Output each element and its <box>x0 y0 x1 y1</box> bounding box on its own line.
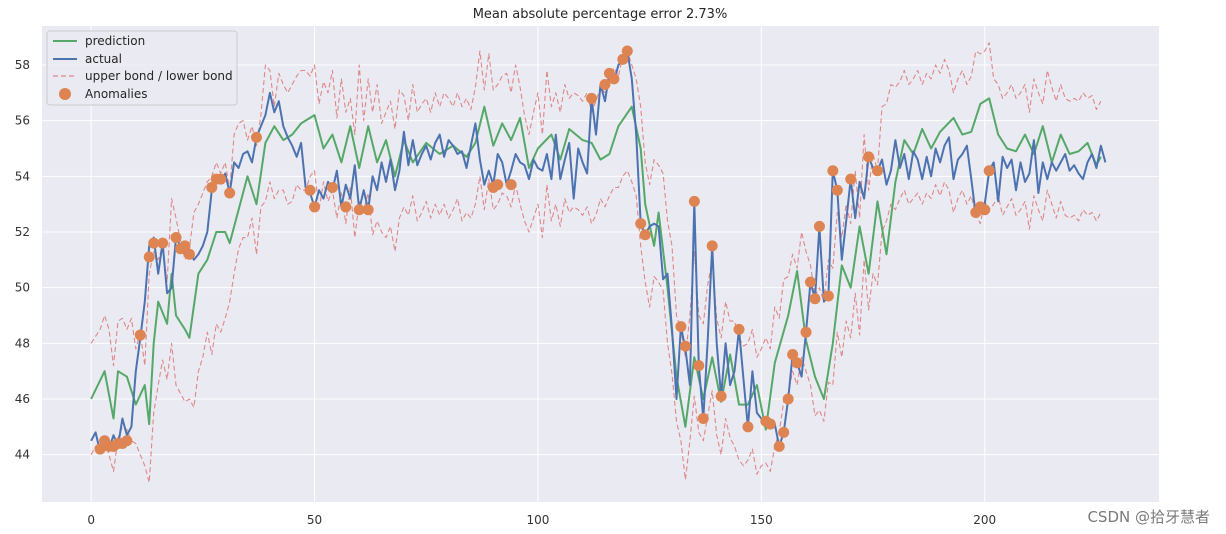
x-tick-label: 150 <box>750 513 773 527</box>
anomaly-point <box>304 184 316 196</box>
y-tick-label: 50 <box>15 281 30 295</box>
anomaly-point <box>764 418 776 430</box>
y-tick-label: 58 <box>15 58 30 72</box>
y-tick-label: 54 <box>15 169 30 183</box>
anomaly-point <box>134 329 146 341</box>
legend-label-anomalies: Anomalies <box>85 87 148 101</box>
anomaly-point <box>340 201 352 213</box>
anomaly-point <box>309 201 321 213</box>
anomaly-point <box>733 323 745 335</box>
anomaly-point <box>679 340 691 352</box>
anomaly-point <box>170 232 182 244</box>
x-tick-label: 0 <box>87 513 95 527</box>
legend-box <box>46 30 238 106</box>
anomaly-point <box>845 173 857 185</box>
anomaly-point <box>697 412 709 424</box>
prediction-line <box>90 97 1102 431</box>
anomaly-point <box>983 165 995 177</box>
legend-label-actual: actual <box>85 52 122 66</box>
grid <box>42 26 1159 502</box>
anomaly-point <box>586 92 598 104</box>
anomaly-point <box>688 195 700 207</box>
anomaly-points <box>94 45 995 455</box>
anomaly-point <box>179 240 191 252</box>
anomaly-point <box>715 390 727 402</box>
anomaly-point <box>827 165 839 177</box>
anomaly-point <box>804 276 816 288</box>
anomaly-point <box>143 251 155 263</box>
watermark: CSDN @拾牙慧者 <box>1087 508 1210 526</box>
anomaly-point <box>353 204 365 216</box>
anomaly-point <box>863 151 875 163</box>
anomaly-point <box>822 290 834 302</box>
anomaly-point <box>791 357 803 369</box>
anomaly-point <box>979 204 991 216</box>
anomaly-point <box>813 220 825 232</box>
anomaly-point <box>742 421 754 433</box>
anomaly-point <box>809 293 821 305</box>
anomaly-point <box>224 187 236 199</box>
anomaly-point <box>617 53 629 65</box>
anomaly-point <box>800 326 812 338</box>
x-tick-label: 100 <box>526 513 549 527</box>
anomaly-point <box>250 131 262 143</box>
anomaly-point <box>599 78 611 90</box>
legend: prediction actual upper bond / lower bon… <box>46 30 238 106</box>
legend-label-prediction: prediction <box>85 34 145 48</box>
anomaly-point <box>831 184 843 196</box>
anomaly-point <box>505 179 517 191</box>
upper-bond-line <box>90 42 1102 367</box>
anomaly-point <box>326 181 338 193</box>
anomaly-point <box>362 204 374 216</box>
anomaly-point <box>608 73 620 85</box>
anomaly-point <box>706 240 718 252</box>
anomaly-point <box>94 443 106 455</box>
anomaly-point <box>206 181 218 193</box>
legend-swatch-anomalies <box>59 88 71 100</box>
chart-title: Mean absolute percentage error 2.73% <box>473 7 728 22</box>
x-tick-label: 200 <box>973 513 996 527</box>
y-tick-label: 44 <box>15 448 30 462</box>
series-lines <box>90 42 1107 484</box>
anomaly-point <box>183 248 195 260</box>
y-tick-label: 48 <box>15 336 30 350</box>
y-tick-label: 56 <box>15 114 30 128</box>
axis-ticks: 0 50 100 150 200 44 46 48 50 52 54 56 58 <box>15 58 996 527</box>
x-tick-label: 50 <box>307 513 322 527</box>
anomaly-point <box>872 165 884 177</box>
anomaly-point <box>787 348 799 360</box>
anomaly-point <box>639 229 651 241</box>
y-tick-label: 46 <box>15 392 30 406</box>
anomaly-point <box>778 426 790 438</box>
anomaly-point <box>773 440 785 452</box>
y-tick-label: 52 <box>15 225 30 239</box>
anomaly-point <box>215 173 227 185</box>
anomaly-point <box>492 179 504 191</box>
anomaly-point <box>675 321 687 333</box>
anomaly-point <box>621 45 633 57</box>
anomaly-point <box>635 218 647 230</box>
legend-label-bounds: upper bond / lower bond <box>85 69 233 83</box>
anomaly-point <box>782 393 794 405</box>
lower-bond-line <box>90 170 1102 484</box>
anomaly-point <box>148 237 160 249</box>
anomaly-point <box>157 237 169 249</box>
anomaly-point <box>693 360 705 372</box>
actual-line <box>90 50 1107 453</box>
anomaly-point <box>121 435 133 447</box>
